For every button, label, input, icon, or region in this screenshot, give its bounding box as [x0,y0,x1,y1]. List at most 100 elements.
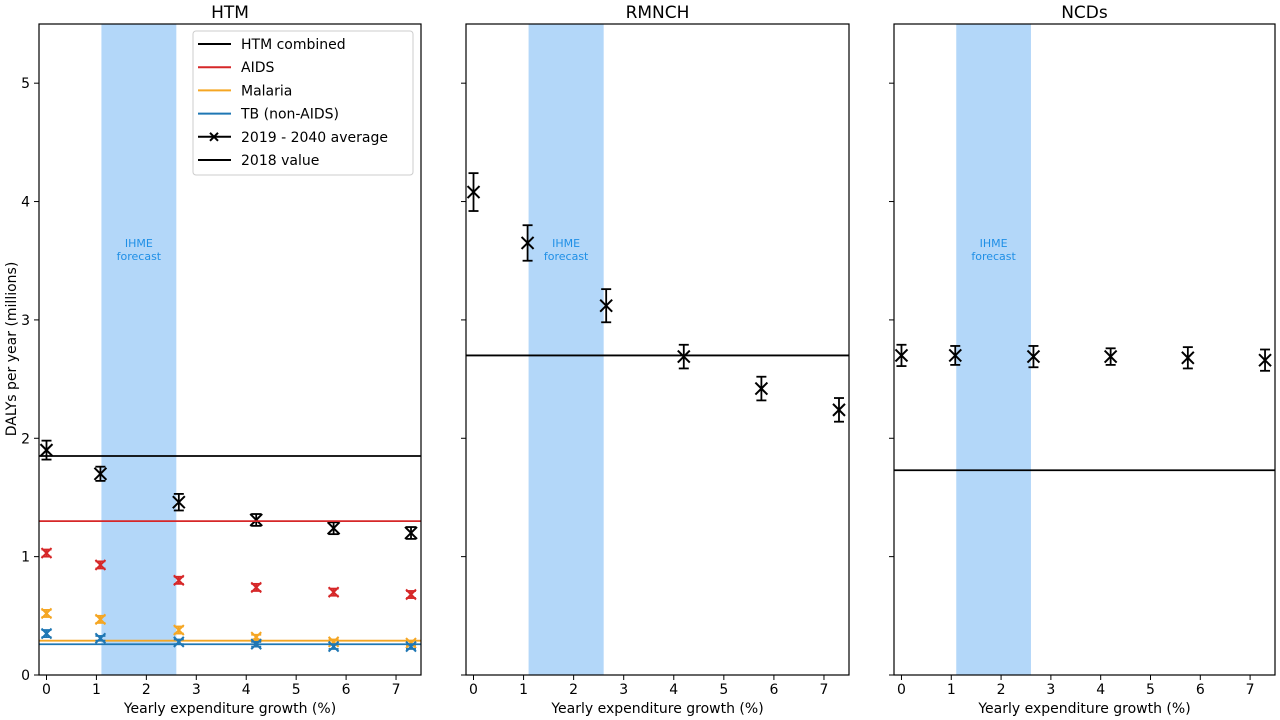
x-tick-label: 3 [619,682,628,698]
data-point [404,526,418,540]
data-point [832,403,846,417]
legend-entry: 2018 value [198,153,319,169]
forecast-label: IHME [125,237,153,250]
data-point [1258,353,1272,367]
x-tick-label: 1 [519,682,528,698]
series-htm-combined [39,439,421,540]
forecast-band [101,24,177,675]
y-tick-label: 0 [21,668,30,684]
x-axis-label: Yearly expenditure growth (%) [977,701,1190,717]
data-point [405,588,417,601]
data-point [94,632,107,645]
data-point [754,381,769,396]
forecast-label: IHME [980,237,1008,250]
series-total [894,343,1275,472]
data-point [1103,349,1118,364]
x-tick-label: 4 [242,682,251,698]
x-tick-label: 6 [342,682,351,698]
x-tick-label: 1 [92,682,101,698]
plot-frame [465,23,850,676]
legend-entry: Malaria [198,83,292,99]
x-tick-label: 2 [142,682,151,698]
y-tick-label: 3 [21,313,30,329]
y-tick-label: 2 [21,431,30,447]
data-point [40,607,53,620]
forecast-label: forecast [544,250,589,263]
x-tick-label: 3 [1046,682,1055,698]
legend-label: AIDS [241,60,274,76]
x-tick-label: 6 [1196,682,1205,698]
data-point [173,574,185,587]
data-point [40,547,53,559]
x-tick-label: 7 [392,682,401,698]
x-tick-label: 2 [569,682,578,698]
x-tick-label: 2 [997,682,1006,698]
data-point [94,613,107,626]
legend-label: 2018 value [241,153,319,169]
legend-label: 2019 - 2040 average [241,130,388,146]
data-point [250,638,262,650]
data-point [466,185,481,199]
legend-entry: AIDS [198,60,274,76]
y-tick-label: 5 [21,76,30,92]
panel-title: NCDs [1061,3,1108,23]
legend-entry: HTM combined [198,37,346,53]
data-point [326,521,341,535]
y-tick-label: 1 [21,550,30,566]
x-tick-label: 0 [469,682,478,698]
forecast-label: IHME [552,237,580,250]
x-tick-label: 7 [1246,682,1255,698]
x-tick-label: 1 [947,682,956,698]
legend-label: TB (non-AIDS) [240,107,339,123]
series-aids [39,520,421,601]
data-point [39,443,54,457]
plot-frame [893,23,1276,676]
x-tick-label: 5 [719,682,728,698]
x-tick-label: 4 [1096,682,1105,698]
forecast-band [528,24,604,675]
data-point [894,348,909,363]
data-point [599,298,613,313]
data-point [172,495,186,509]
data-point [677,349,691,364]
x-tick-label: 3 [192,682,201,698]
y-axis-label: DALYs per year (millions) [4,262,20,437]
data-point [173,624,185,636]
plot-frame [38,23,422,676]
y-tick-label: 4 [21,195,30,211]
x-tick-label: 7 [820,682,829,698]
data-point [1181,351,1195,365]
panel-title: HTM [211,3,249,23]
data-point [250,581,262,594]
series-tb-non-aids- [39,627,421,653]
legend: HTM combined AIDS Malaria TB (non-AIDS) 2019… [192,30,414,176]
legend-entry: TB (non-AIDS) [198,107,339,123]
data-point [520,236,535,250]
data-point [327,640,340,653]
x-tick-label: 6 [769,682,778,698]
x-tick-label: 0 [897,682,906,698]
legend-label: Malaria [241,83,292,99]
data-point [405,640,417,653]
legend-box [192,30,414,176]
legend-entry: 2019 - 2040 average [198,130,388,146]
x-tick-label: 5 [292,682,301,698]
x-tick-label: 0 [42,682,51,698]
data-point [948,348,962,363]
data-point [327,586,340,598]
x-axis-label: Yearly expenditure growth (%) [123,701,336,717]
data-point [405,637,417,649]
data-point [327,636,340,648]
panel-title: RMNCH [626,3,690,23]
forecast-label: forecast [971,250,1016,263]
data-point [40,627,53,640]
x-tick-label: 4 [669,682,678,698]
series-total [466,172,849,423]
forecast-label: forecast [117,250,162,263]
forecast-band [956,24,1031,675]
